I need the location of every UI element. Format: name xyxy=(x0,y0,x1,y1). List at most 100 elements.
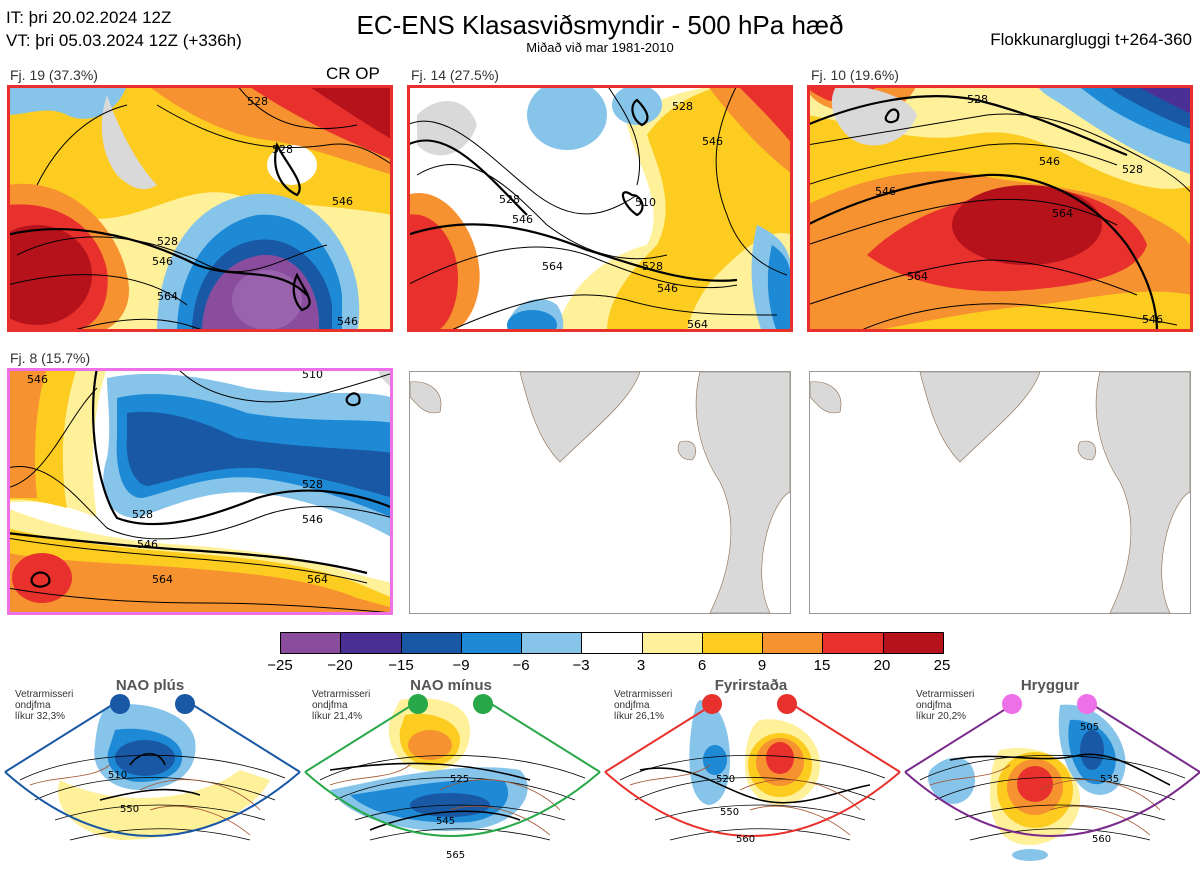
cluster-1-label: Fj. 19 (37.3%) xyxy=(10,67,98,83)
cluster-4-label: Fj. 8 (15.7%) xyxy=(10,350,91,366)
legend-swatch xyxy=(702,633,764,653)
legend-swatch xyxy=(642,633,703,653)
p1-contour-label: 546 xyxy=(152,255,173,268)
regime-3-title: Fyrirstaða xyxy=(714,677,788,694)
classification-window: Flokkunargluggi t+264-360 xyxy=(990,30,1192,49)
legend-tick: 3 xyxy=(636,657,646,674)
note-line: líkur 32,3% xyxy=(15,711,66,722)
regime-maps: 510 550 525 545 565 520 550 xyxy=(0,690,1200,871)
note-line: ondjfma xyxy=(15,700,51,711)
regime-3-map: 520 550 560 xyxy=(604,694,901,860)
regime-2-title: NAO mínus xyxy=(410,677,492,694)
p4-contour-label: 528 xyxy=(302,478,323,491)
p3-contour-label: 546 xyxy=(1142,313,1163,326)
regime-2-map: 525 545 565 xyxy=(304,694,601,861)
legend-swatch xyxy=(883,633,943,653)
note-line: Vetrarmisseri xyxy=(15,689,74,700)
p4-contour-label: 528 xyxy=(132,508,153,521)
regime-4-note: Vetrarmisseri ondjfma líkur 20,2% xyxy=(916,689,974,722)
regime-1-title: NAO plús xyxy=(115,677,185,694)
p2-contour-label: 510 xyxy=(635,196,656,209)
note-line: Vetrarmisseri xyxy=(916,689,975,700)
p1-contour-label: 528 xyxy=(247,95,268,108)
p4-contour-label: 564 xyxy=(152,573,173,586)
legend-swatch xyxy=(401,633,462,653)
cluster-1-map: 528 546 564 528 546 528 546 xyxy=(7,85,393,332)
p3-contour-label: 528 xyxy=(1122,163,1143,176)
legend-tick: 25 xyxy=(933,657,951,674)
p4-contour-label: 546 xyxy=(27,373,48,386)
legend-tick: −6 xyxy=(512,657,530,674)
regime-2-contour: 565 xyxy=(446,850,465,861)
regime-1-note: Vetrarmisseri ondjfma líkur 32,3% xyxy=(15,689,73,722)
p4-contour-label: 510 xyxy=(302,368,323,381)
regime-4-contour: 535 xyxy=(1100,774,1119,785)
note-line: líkur 21,4% xyxy=(312,711,363,722)
cluster-3-label: Fj. 10 (19.6%) xyxy=(811,67,899,83)
p3-contour-label: 564 xyxy=(1052,207,1073,220)
note-line: líkur 26,1% xyxy=(614,711,665,722)
p2-contour-label: 528 xyxy=(672,100,693,113)
cluster-1-border xyxy=(7,85,393,332)
p4-contour-label: 546 xyxy=(302,513,323,526)
legend-swatch xyxy=(582,633,643,653)
p1-contour-label: 528 xyxy=(272,143,293,156)
regime-2-note: Vetrarmisseri ondjfma líkur 21,4% xyxy=(312,689,370,722)
note-line: ondjfma xyxy=(916,700,952,711)
p2-contour-label: 528 xyxy=(499,193,520,206)
cluster-4-border xyxy=(7,368,393,615)
p2-contour-label: 546 xyxy=(512,213,533,226)
cluster-4-map: 510 528 546 564 528 546 564 546 xyxy=(7,368,393,615)
cluster-2-label: Fj. 14 (27.5%) xyxy=(411,67,499,83)
regime-4-map: 505 535 560 xyxy=(904,694,1200,861)
initial-time: IT: þri 20.02.2024 12Z xyxy=(6,8,172,27)
legend-swatch xyxy=(461,633,523,653)
p1-contour-label: 564 xyxy=(157,290,178,303)
p3-contour-label: 546 xyxy=(1039,155,1060,168)
header-dates: IT: þri 20.02.2024 12Z VT: þri 05.03.202… xyxy=(6,6,242,52)
regime-2-contour: 525 xyxy=(450,774,469,785)
legend-tick: 9 xyxy=(757,657,767,674)
p2-contour-label: 564 xyxy=(542,260,563,273)
valid-time: VT: þri 05.03.2024 12Z (+336h) xyxy=(6,31,242,50)
p3-contour-label: 528 xyxy=(967,93,988,106)
note-line: Vetrarmisseri xyxy=(312,689,371,700)
regime-2-contour: 545 xyxy=(436,816,455,827)
cluster-2-map: 528 546 564 510 528 546 564 528 546 xyxy=(407,85,793,332)
color-legend xyxy=(280,632,944,654)
legend-tick: −15 xyxy=(388,657,414,674)
cluster-1-badge: CR OP xyxy=(326,64,380,83)
legend-tick: 6 xyxy=(697,657,707,674)
p3-contour-label: 564 xyxy=(907,270,928,283)
legend-tick: −9 xyxy=(452,657,470,674)
page-subtitle: Miðað við mar 1981-2010 xyxy=(526,40,674,55)
regime-3-contour: 520 xyxy=(716,774,735,785)
p1-contour-label: 546 xyxy=(337,315,358,328)
regime-1-map: 510 550 xyxy=(4,694,301,860)
p2-contour-label: 564 xyxy=(687,318,708,331)
empty-map-5 xyxy=(409,371,791,614)
regime-1-contour: 510 xyxy=(108,770,127,781)
legend-tick: −25 xyxy=(267,657,293,674)
cluster-3-border xyxy=(807,85,1193,332)
regime-3-contour: 560 xyxy=(736,834,755,845)
note-line: ondjfma xyxy=(614,700,650,711)
regime-4-title: Hryggur xyxy=(1020,677,1080,694)
p1-contour-label: 546 xyxy=(332,195,353,208)
legend-tick: −20 xyxy=(327,657,353,674)
note-line: líkur 20,2% xyxy=(916,711,967,722)
regime-4-contour: 505 xyxy=(1080,722,1099,733)
page-title: EC-ENS Klasasviðsmyndir - 500 hPa hæð xyxy=(356,10,844,40)
legend-tick: −3 xyxy=(572,657,590,674)
regime-1-contour: 550 xyxy=(120,804,139,815)
cluster-2-border xyxy=(407,85,793,332)
legend-swatch xyxy=(341,633,402,653)
legend-tick: 15 xyxy=(813,657,831,674)
regime-3-contour: 550 xyxy=(720,807,739,818)
p2-contour-label: 546 xyxy=(702,135,723,148)
regime-3-note: Vetrarmisseri ondjfma líkur 26,1% xyxy=(614,689,672,722)
empty-map-6 xyxy=(809,371,1191,614)
p3-contour-label: 546 xyxy=(875,185,896,198)
cluster-3-map: 528 546 564 546 528 564 546 xyxy=(807,85,1193,332)
legend-tick: 20 xyxy=(873,657,891,674)
